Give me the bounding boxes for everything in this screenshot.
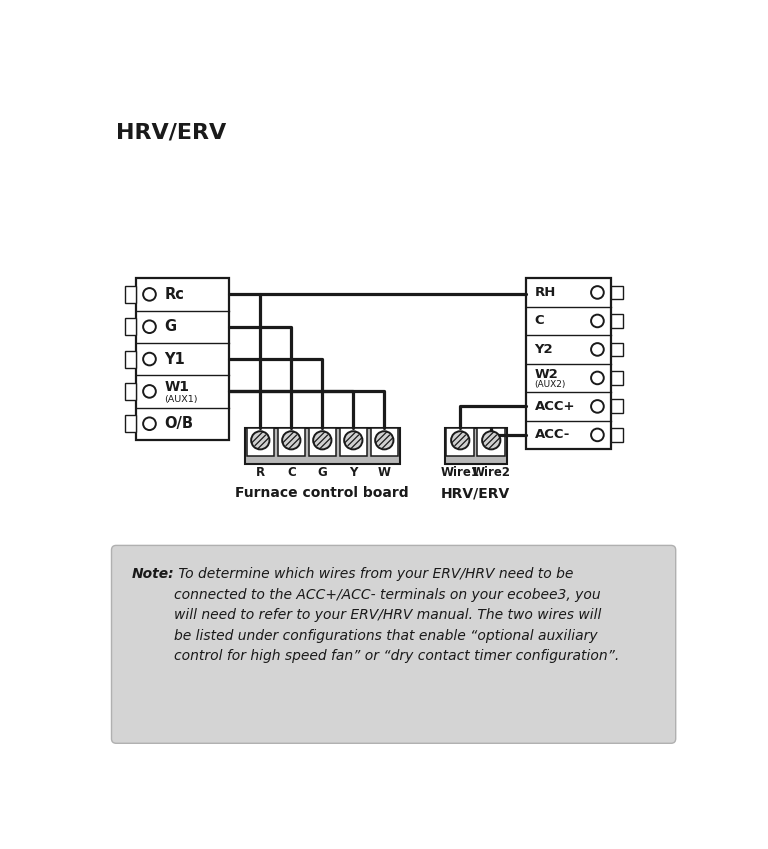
Circle shape — [482, 431, 501, 449]
Circle shape — [344, 431, 362, 449]
Text: Y2: Y2 — [535, 343, 553, 356]
Circle shape — [251, 431, 270, 449]
Text: R: R — [256, 466, 265, 479]
FancyBboxPatch shape — [445, 429, 507, 464]
Text: Y1: Y1 — [164, 351, 185, 367]
FancyBboxPatch shape — [611, 400, 623, 413]
Text: ACC-: ACC- — [535, 429, 570, 441]
FancyBboxPatch shape — [611, 342, 623, 357]
Text: HRV/ERV: HRV/ERV — [441, 486, 511, 500]
FancyBboxPatch shape — [277, 429, 305, 456]
Circle shape — [591, 400, 604, 413]
Text: (AUX2): (AUX2) — [535, 380, 566, 390]
FancyBboxPatch shape — [611, 314, 623, 328]
Text: C: C — [535, 314, 545, 328]
Text: HRV/ERV: HRV/ERV — [116, 122, 227, 143]
Text: Y: Y — [349, 466, 357, 479]
Circle shape — [591, 429, 604, 441]
Text: ACC+: ACC+ — [535, 400, 575, 413]
Circle shape — [375, 431, 393, 449]
Text: O/B: O/B — [164, 416, 194, 431]
Circle shape — [143, 288, 156, 301]
FancyBboxPatch shape — [478, 429, 505, 456]
Circle shape — [282, 431, 300, 449]
FancyBboxPatch shape — [247, 429, 274, 456]
FancyBboxPatch shape — [245, 429, 400, 464]
FancyBboxPatch shape — [124, 415, 136, 432]
Text: Wire2: Wire2 — [472, 466, 511, 479]
Text: G: G — [164, 319, 177, 335]
Text: G: G — [317, 466, 327, 479]
Text: W: W — [378, 466, 391, 479]
Text: Rc: Rc — [164, 287, 184, 302]
Text: Wire1: Wire1 — [441, 466, 480, 479]
Circle shape — [591, 286, 604, 299]
Circle shape — [591, 343, 604, 356]
Text: W1: W1 — [164, 380, 189, 394]
FancyBboxPatch shape — [111, 545, 676, 743]
Circle shape — [451, 431, 469, 449]
FancyBboxPatch shape — [370, 429, 398, 456]
Text: (AUX1): (AUX1) — [164, 396, 197, 404]
FancyBboxPatch shape — [124, 318, 136, 335]
FancyBboxPatch shape — [124, 286, 136, 303]
FancyBboxPatch shape — [124, 383, 136, 400]
Circle shape — [313, 431, 332, 449]
Circle shape — [591, 372, 604, 385]
Circle shape — [591, 315, 604, 327]
Text: To determine which wires from your ERV/HRV need to be
connected to the ACC+/ACC-: To determine which wires from your ERV/H… — [174, 567, 619, 663]
FancyBboxPatch shape — [446, 429, 474, 456]
FancyBboxPatch shape — [136, 278, 230, 440]
Text: W2: W2 — [535, 368, 558, 380]
Text: Note:: Note: — [131, 567, 174, 581]
FancyBboxPatch shape — [339, 429, 367, 456]
Circle shape — [143, 352, 156, 365]
FancyBboxPatch shape — [611, 285, 623, 300]
Text: C: C — [287, 466, 296, 479]
FancyBboxPatch shape — [611, 428, 623, 441]
Circle shape — [143, 418, 156, 430]
Circle shape — [143, 320, 156, 333]
FancyBboxPatch shape — [611, 371, 623, 385]
FancyBboxPatch shape — [124, 351, 136, 368]
Circle shape — [143, 385, 156, 397]
FancyBboxPatch shape — [526, 278, 611, 449]
Text: Furnace control board: Furnace control board — [236, 486, 409, 500]
Text: RH: RH — [535, 286, 556, 299]
FancyBboxPatch shape — [309, 429, 336, 456]
